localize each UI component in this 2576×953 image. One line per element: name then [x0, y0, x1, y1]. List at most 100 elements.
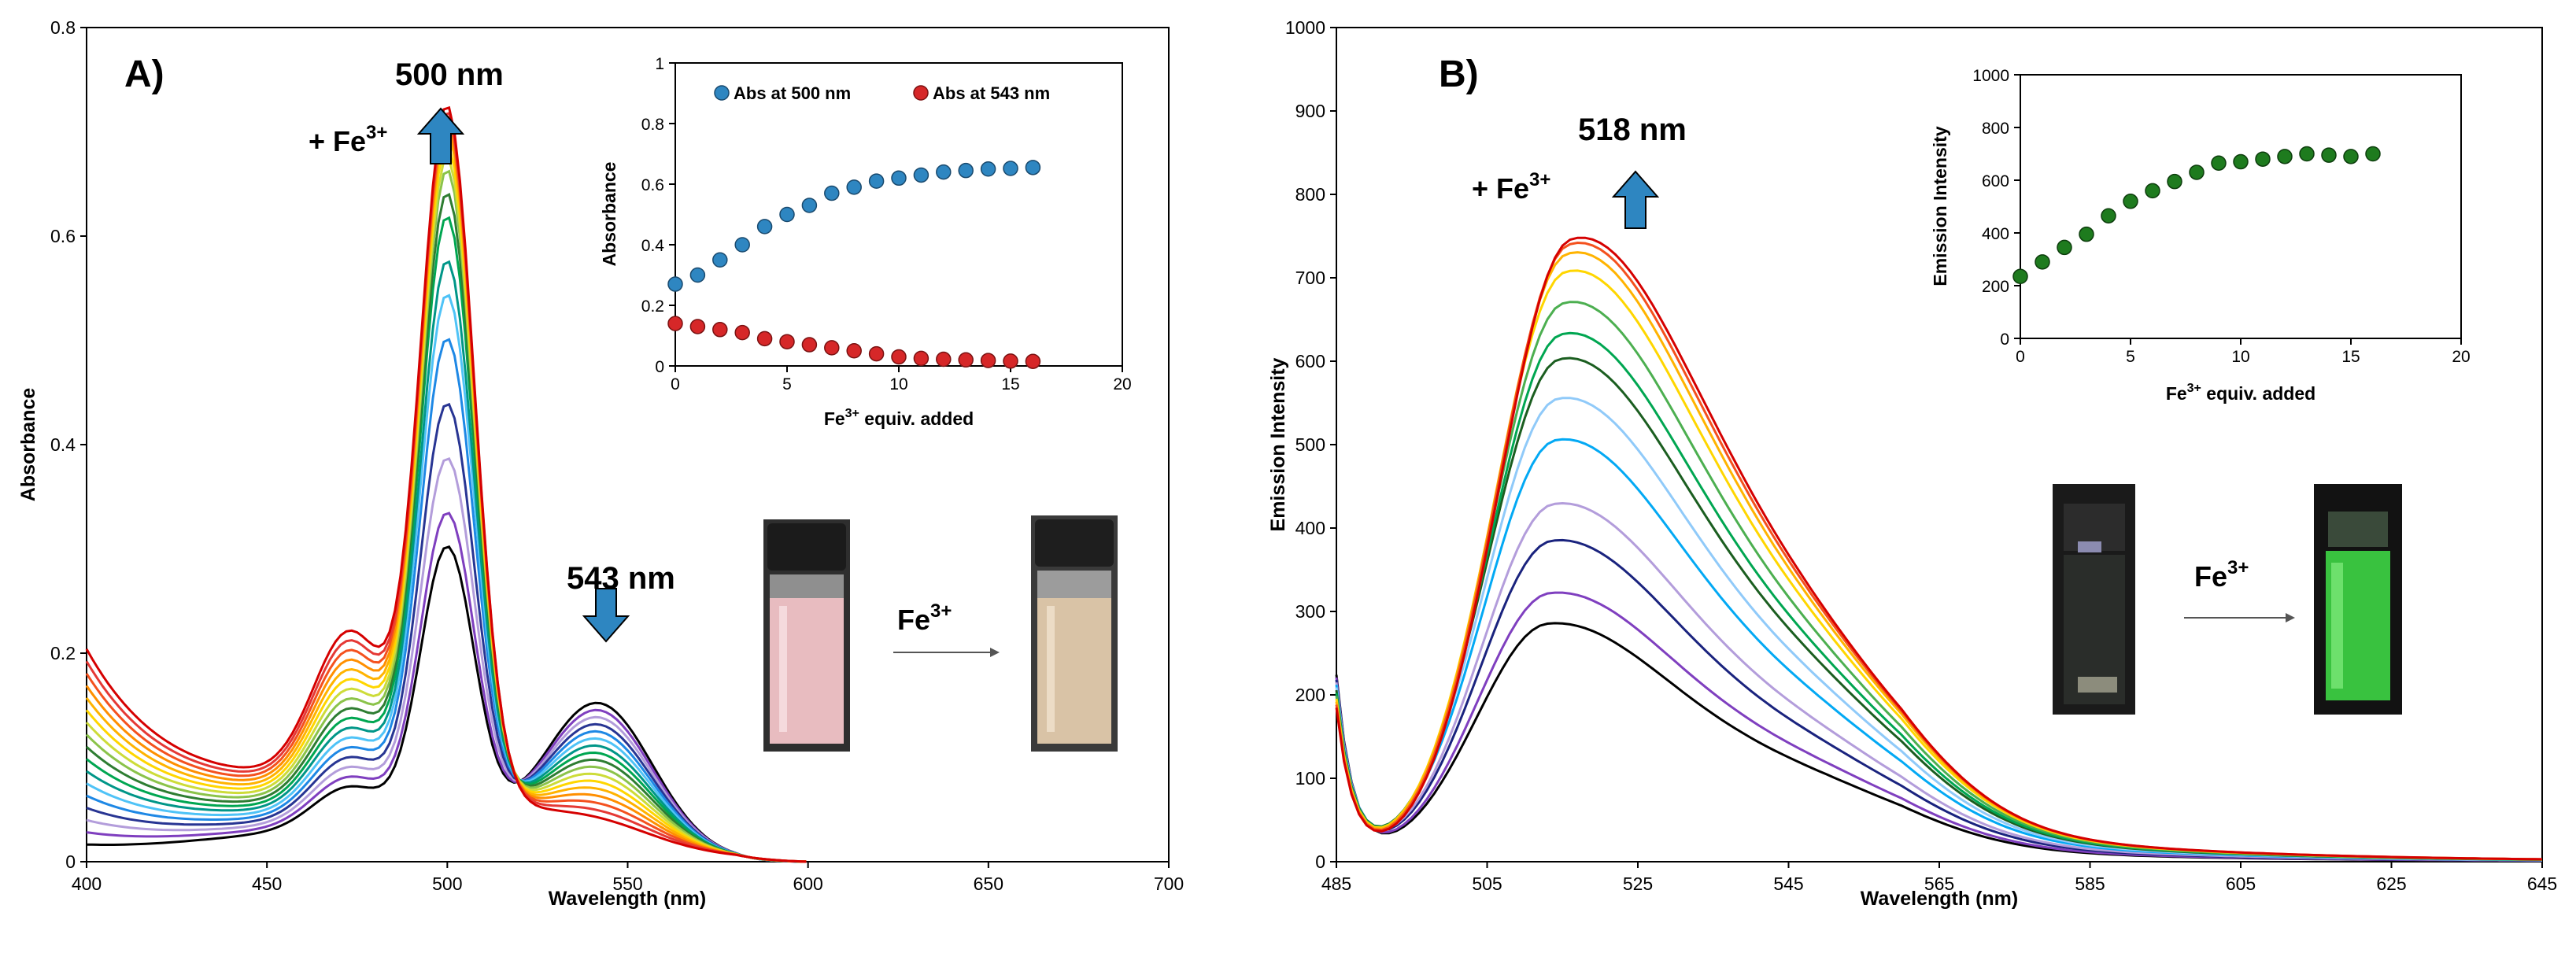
vial-before-a [763, 519, 850, 752]
panel-a-spectrum-7 [86, 216, 807, 863]
panel-a-ylabel: Absorbance [17, 388, 39, 502]
inset-b-point [2057, 239, 2072, 256]
inset-b-point [2101, 208, 2116, 223]
panel-a-spectrum-2 [86, 457, 807, 863]
right-arrow-icon [2184, 613, 2295, 622]
annotation-543nm: 543 nm [567, 561, 675, 596]
inset-a-ytick-label: 0 [655, 358, 664, 376]
panel-b-spectra [1335, 236, 2543, 863]
inset-a-point-abs543 [712, 322, 728, 338]
inset-a-point-abs543 [958, 352, 974, 368]
inset-a-point-abs543 [756, 331, 773, 347]
inset-a-point-abs543 [667, 316, 683, 331]
panel-a-spectrum-5 [86, 294, 807, 863]
legend-label-abs500: Abs at 500 nm [734, 83, 851, 103]
inset-a-point-abs543 [891, 349, 907, 365]
panel-b-ytick-label: 900 [1295, 101, 1325, 121]
inset-a-xtick-label: 5 [782, 375, 792, 393]
inset-a-point-abs543 [913, 350, 930, 367]
panel-a-spectrum-6 [86, 260, 807, 863]
panel-a-label: A) [124, 54, 164, 95]
inset-b-xtick-label: 10 [2231, 348, 2249, 366]
vial-after-a [1031, 515, 1118, 752]
panel-b-ytick-label: 0 [1315, 851, 1325, 872]
inset-a-point-abs500 [980, 161, 996, 177]
inset-b-ylabel: Emission Intensity [1930, 126, 1950, 286]
inset-b-point [2012, 268, 2028, 285]
panel-b-ytick-label: 100 [1295, 768, 1325, 789]
inset-b-point [2365, 146, 2381, 162]
inset-a-point-abs543 [824, 340, 840, 356]
inset-a-point-abs543 [1025, 353, 1041, 369]
inset-a-ytick-label: 0.2 [641, 297, 664, 316]
inset-a-xtick-label: 15 [1001, 375, 1019, 393]
inset-a-point-abs543 [980, 353, 996, 368]
vial-arrow-label-b: Fe3+ [2194, 557, 2249, 593]
inset-a-point-abs500 [958, 162, 974, 179]
legend-swatch-abs500 [714, 85, 730, 101]
inset-b-xlabel: Fe3+ equiv. added [2166, 382, 2315, 404]
inset-b-ytick-label: 1000 [1972, 67, 2009, 85]
panel-b: 485 505 525 545 565 585 605 625 6450100200300400… [1267, 17, 2557, 910]
panel-b-xtick-label: 525 [1623, 874, 1653, 894]
panel-a-xlabel: Wavelength (nm) [549, 888, 706, 910]
inset-a-point-abs543 [779, 334, 795, 349]
panel-b-label: B) [1439, 54, 1479, 95]
panel-a-ytick-label: 0.2 [50, 643, 76, 663]
panel-a-ytick-label: 0.8 [50, 17, 76, 38]
inset-b-frame [2020, 74, 2462, 339]
inset-a-xtick-label: 10 [889, 375, 907, 393]
inset-a-point-abs500 [846, 179, 862, 195]
inset-b-point [2035, 254, 2050, 270]
inset-a-point-abs543 [734, 324, 750, 341]
inset-a-point-abs500 [756, 219, 773, 235]
annotation-518nm: 518 nm [1578, 113, 1687, 147]
inset-a-ytick-label: 0.4 [641, 237, 665, 255]
inset-a-point-abs543 [689, 319, 706, 334]
inset-a-point-abs500 [824, 185, 840, 201]
panel-b-xtick-label: 625 [2376, 874, 2406, 894]
inset-a-point-abs500 [891, 170, 907, 187]
panel-a-xtick-label: 650 [974, 874, 1003, 894]
panel-b-ytick-label: 600 [1295, 351, 1325, 371]
panel-a-spectrum-8 [86, 193, 807, 863]
inset-a-ylabel: Absorbance [599, 162, 619, 267]
panel-b-spectrum-12 [1335, 236, 2543, 861]
inset-b-ytick-label: 800 [1982, 120, 2009, 138]
legend-swatch-abs543 [913, 85, 929, 101]
panel-a-ytick-label: 0.4 [50, 434, 76, 455]
panel-b-ylabel: Emission Intensity [1267, 357, 1289, 531]
inset-a-point-abs500 [1025, 160, 1041, 175]
panel-b-ytick-label: 800 [1295, 184, 1325, 205]
inset-a-point-abs500 [779, 206, 795, 223]
inset-b-xtick-label: 20 [2452, 348, 2470, 366]
inset-a-ytick-label: 1 [655, 55, 664, 73]
vial-before-b [2053, 484, 2135, 715]
annotation-500nm: 500 nm [395, 57, 504, 92]
panel-a-xtick-label: 400 [72, 874, 102, 894]
panel-a-xtick-label: 500 [432, 874, 462, 894]
inset-b-point [2079, 226, 2094, 242]
panel-a-xtick-label: 600 [793, 874, 822, 894]
inset-b-point [2145, 183, 2160, 199]
inset-a-point-abs543 [936, 351, 952, 368]
panel-a-xtick-label: 450 [252, 874, 282, 894]
inset-a-point-abs500 [734, 237, 750, 253]
arrow-up-icon [416, 107, 465, 164]
panel-a-spectrum-1 [86, 512, 807, 863]
inset-a-point-abs500 [868, 173, 885, 189]
panel-a-xtick-label: 550 [612, 874, 642, 894]
inset-b-xtick-label: 0 [2016, 348, 2025, 366]
inset-b-point [2343, 149, 2359, 164]
inset-b-point [2233, 153, 2249, 170]
inset-a-points [667, 160, 1041, 369]
panel-b-ytick-label: 700 [1295, 268, 1325, 288]
inset-a-point-abs543 [801, 337, 818, 353]
inset-a-xlabel: Fe3+ equiv. added [824, 407, 974, 429]
panel-a-ytick-label: 0 [65, 851, 76, 872]
panel-b-ytick-label: 400 [1295, 518, 1325, 538]
inset-a-point-abs500 [1003, 161, 1018, 176]
panel-b-xtick-label: 645 [2527, 874, 2557, 894]
